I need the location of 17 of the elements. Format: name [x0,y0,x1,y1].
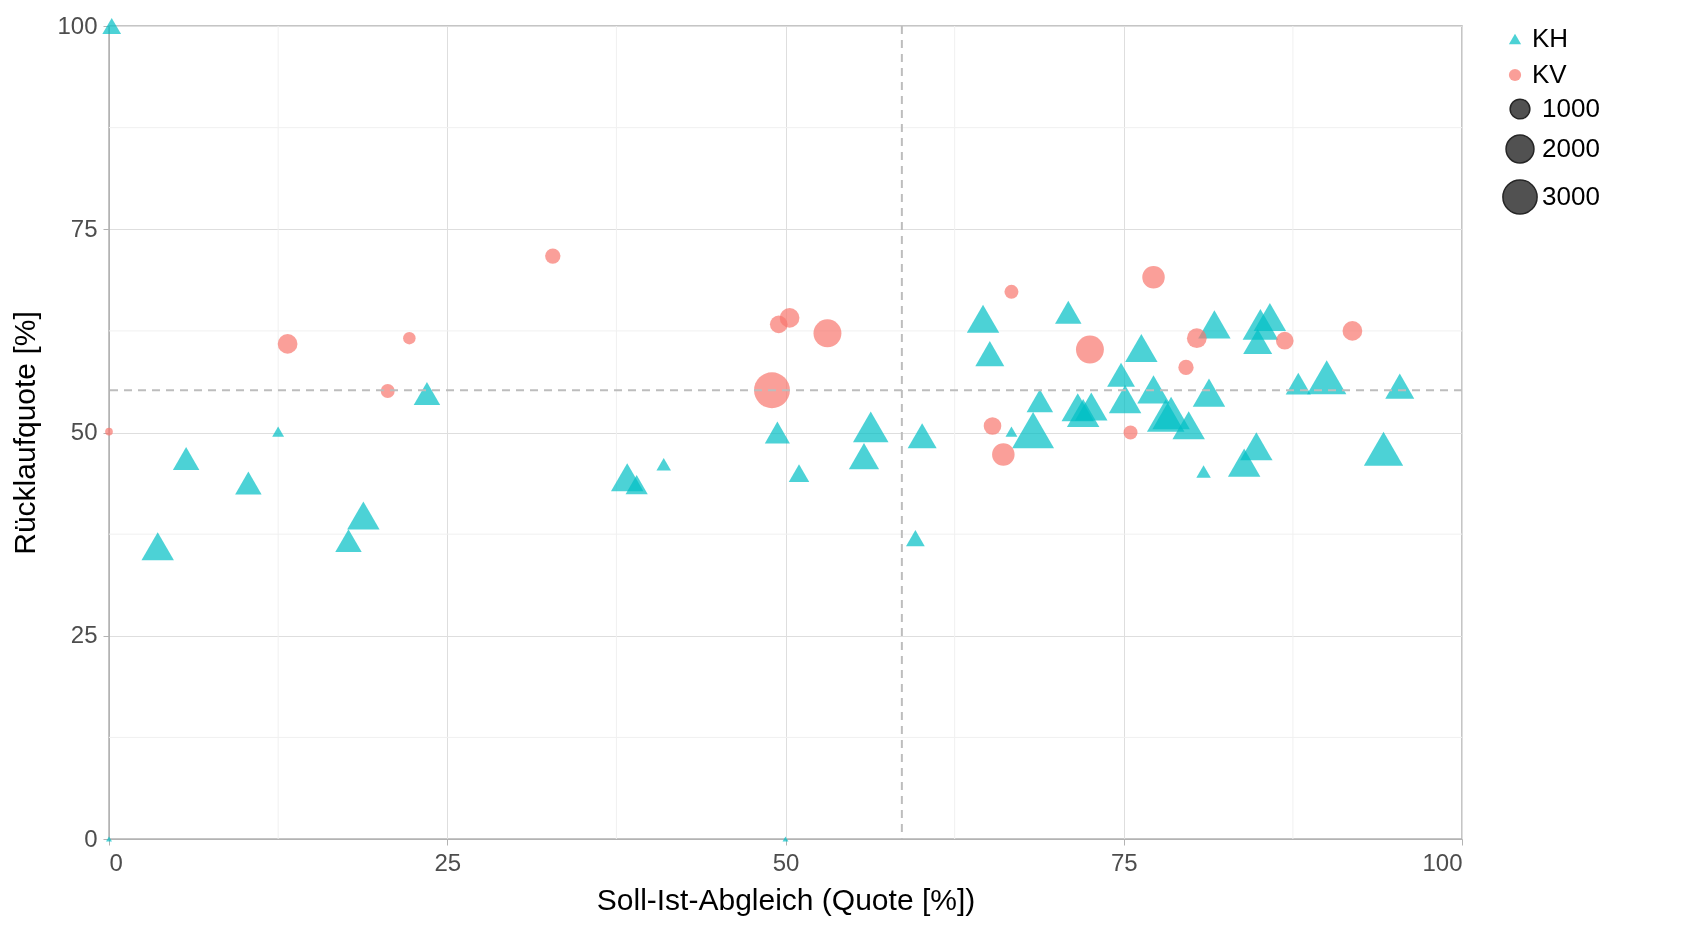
x-tick-label: 50 [772,848,800,876]
y-tick-label: 100 [57,11,98,39]
legend-label: 1000 [1542,93,1600,123]
x-tick-label: 25 [434,848,462,876]
legend-label: KV [1532,59,1568,89]
x-axis-title: Soll-Ist-Abgleich (Quote [%]) [596,882,976,916]
y-tick-label: 25 [70,621,98,649]
x-tick-label: 100 [1422,848,1463,876]
x-tick-label: 75 [1110,848,1138,876]
legend-label: 2000 [1542,133,1600,163]
y-tick-label: 75 [70,214,98,242]
y-axis-title: Rücklaufquote [%] [8,311,42,555]
x-tick-label: 0 [109,848,123,876]
y-tick-label: 0 [84,824,98,852]
y-tick-label: 50 [70,418,98,445]
legend-label: KH [1532,23,1569,53]
legend-label: 3000 [1542,181,1600,211]
